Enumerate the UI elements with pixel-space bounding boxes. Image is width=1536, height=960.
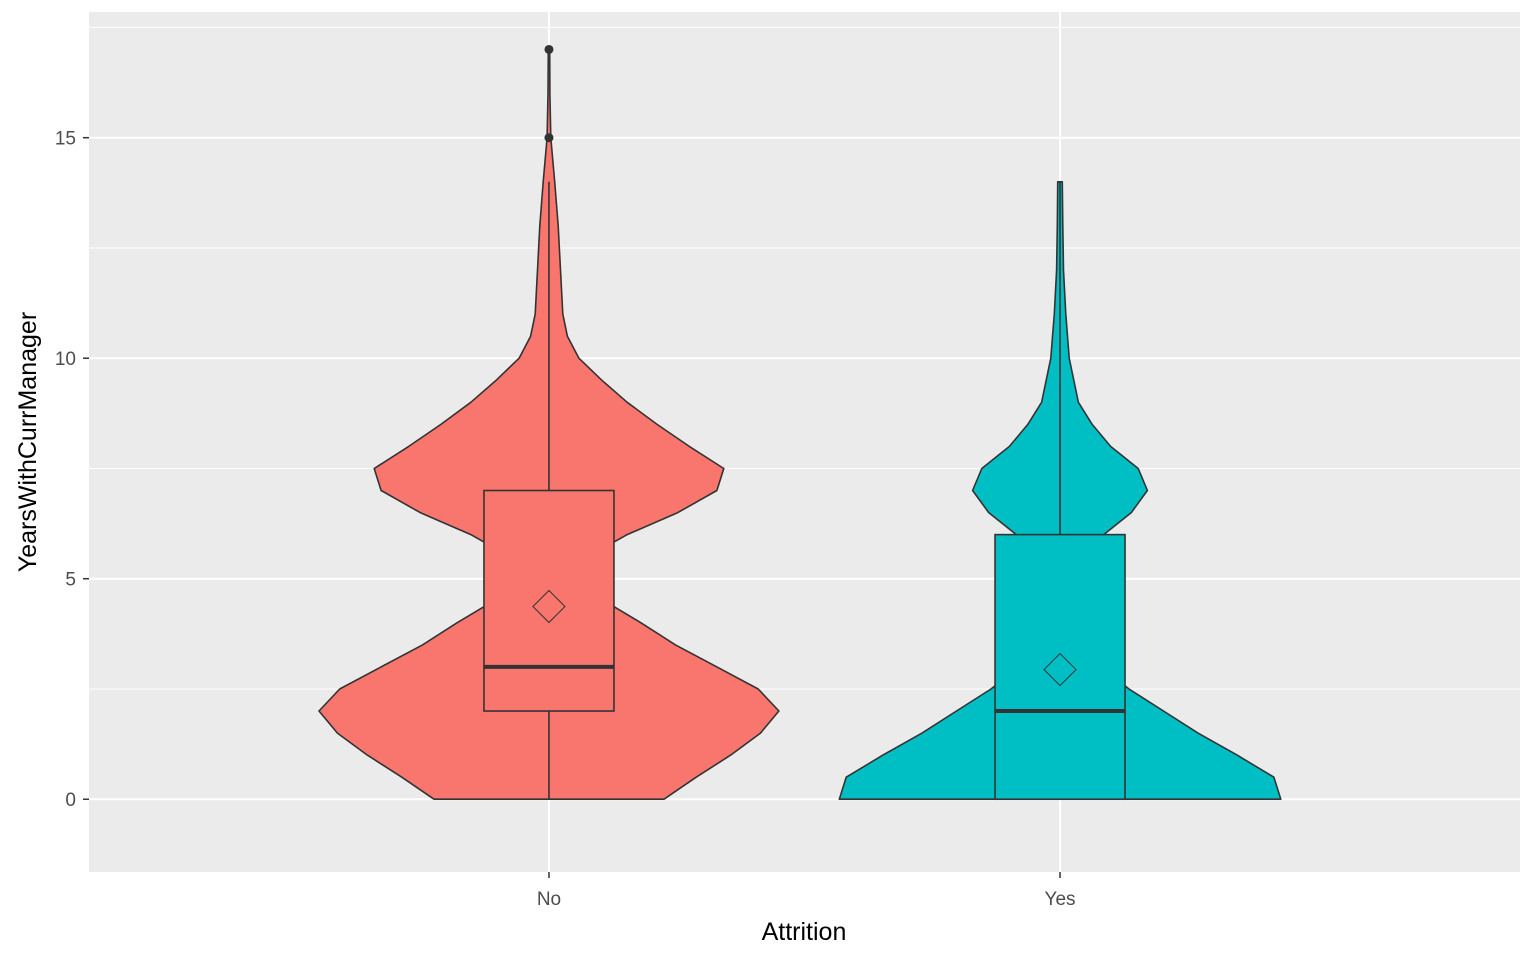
y-tick-label: 10 xyxy=(55,349,76,370)
y-axis-title: YearsWithCurrManager xyxy=(14,312,42,572)
axes-layer: 0 5 10 15 No Yes xyxy=(55,129,1076,910)
panel-background xyxy=(89,12,1520,872)
x-tick-label: Yes xyxy=(1045,889,1076,910)
y-tick-label: 15 xyxy=(55,129,76,150)
y-tick-label: 0 xyxy=(65,790,76,811)
x-tick-label: No xyxy=(537,889,561,910)
iqr-box xyxy=(483,489,615,712)
iqr-box xyxy=(994,533,1126,801)
y-tick-label: 5 xyxy=(65,570,76,591)
outlier-point xyxy=(544,44,554,54)
x-axis-title: Attrition xyxy=(762,918,847,946)
violin-layer xyxy=(318,44,1282,801)
mean-marker xyxy=(532,589,566,624)
outlier-point xyxy=(544,133,554,143)
mean-marker xyxy=(1043,652,1077,687)
